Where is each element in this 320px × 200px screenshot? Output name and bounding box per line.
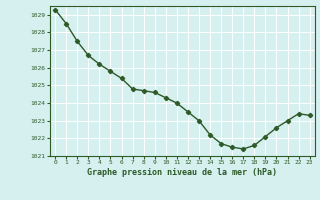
X-axis label: Graphe pression niveau de la mer (hPa): Graphe pression niveau de la mer (hPa) — [87, 168, 277, 177]
